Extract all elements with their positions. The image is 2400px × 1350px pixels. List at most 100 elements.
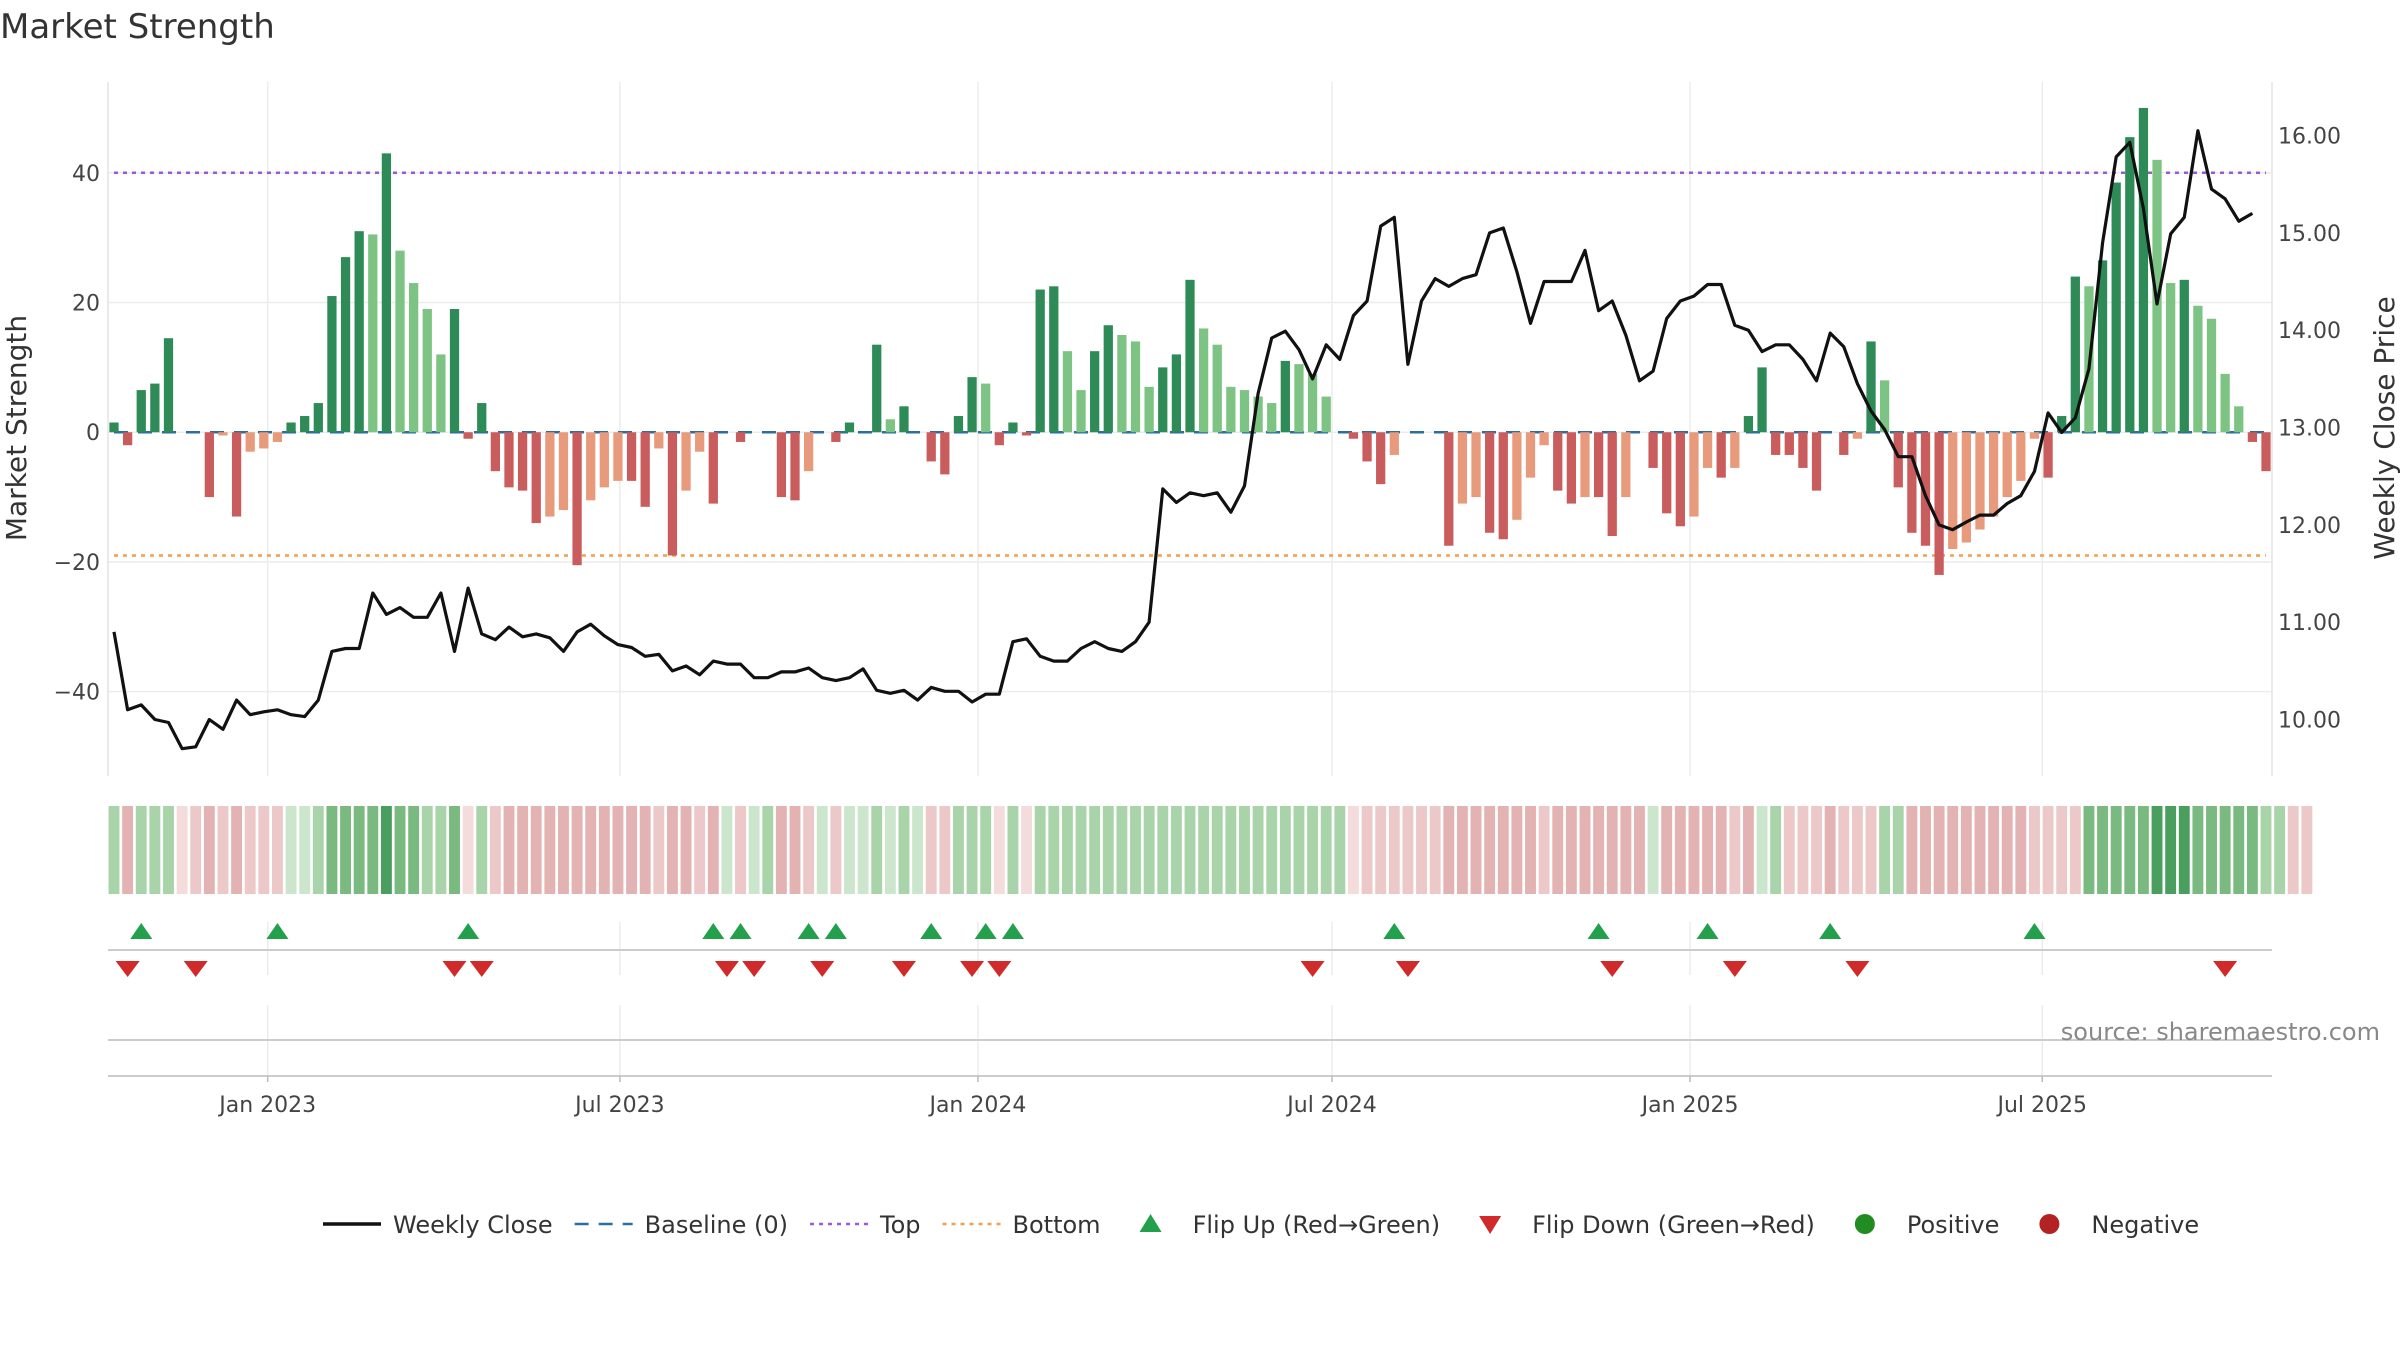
- strength-bar: [1049, 286, 1059, 433]
- heat-cell: [1388, 806, 1400, 894]
- strength-bar: [354, 231, 364, 433]
- heat-cell: [2287, 806, 2299, 894]
- heat-cell: [421, 806, 433, 894]
- strength-bar: [1280, 360, 1290, 433]
- weekly-close-line: [112, 129, 2254, 751]
- strength-bar: [1035, 289, 1045, 433]
- strength-bar: [1008, 422, 1018, 433]
- heat-cell: [1470, 806, 1482, 894]
- strength-bar: [1117, 334, 1127, 433]
- heat-cell: [1375, 806, 1387, 894]
- y-right-tick-label: 13.00: [2278, 417, 2341, 442]
- heat-cell: [2015, 806, 2027, 894]
- strength-bar: [1811, 432, 1822, 491]
- heat-cell: [1239, 806, 1250, 894]
- heat-cell: [762, 806, 774, 894]
- strength-bar: [1498, 432, 1508, 540]
- heat-cell: [1130, 806, 1141, 894]
- strength-bar: [926, 432, 936, 462]
- strength-bar: [1689, 432, 1699, 517]
- heat-cell: [1783, 806, 1795, 894]
- y-left-tick-label: 0: [86, 421, 100, 446]
- source-label: source: sharemaestro.com: [2061, 1018, 2380, 1046]
- strength-bar: [1198, 328, 1209, 433]
- flip-down-marker: [442, 961, 467, 977]
- flip-down-marker: [714, 961, 739, 977]
- strength-bar: [477, 403, 487, 433]
- legend-item: Baseline (0): [574, 1211, 788, 1239]
- legend-label: Negative: [2091, 1211, 2199, 1239]
- heat-cell: [1756, 806, 1768, 894]
- legend-label: Flip Down (Green→Red): [1532, 1211, 1815, 1239]
- strength-bar: [1975, 432, 1985, 530]
- heat-cell: [2001, 806, 2013, 894]
- heat-cell: [2069, 806, 2081, 894]
- heat-cell: [1906, 806, 1918, 894]
- flip-down-marker: [1300, 961, 1325, 977]
- heat-cell: [312, 806, 324, 894]
- strength-bar: [2247, 432, 2258, 442]
- strength-bar: [2234, 406, 2244, 433]
- strength-bar: [1866, 341, 1876, 433]
- strength-bar: [613, 432, 623, 481]
- x-tick-label: Jan 2024: [927, 1093, 1026, 1118]
- strength-bar: [1253, 396, 1263, 433]
- strength-bar: [735, 432, 746, 442]
- strength-bar: [1907, 432, 1917, 533]
- strength-bar: [136, 390, 146, 433]
- heat-cell: [1647, 806, 1659, 894]
- strength-bar: [1076, 390, 1086, 433]
- heat-cell: [653, 806, 665, 894]
- flip-down-marker: [469, 961, 494, 977]
- strength-bar: [1158, 367, 1168, 433]
- heat-cell: [1933, 806, 1945, 894]
- legend-item: Positive: [1854, 1211, 2000, 1239]
- strength-bar: [368, 234, 378, 433]
- strength-bar: [259, 432, 269, 449]
- strength-bar: [640, 432, 650, 507]
- heat-cell: [1674, 806, 1686, 894]
- strength-bar: [1130, 341, 1141, 433]
- strength-bar: [150, 383, 160, 433]
- strength-bar: [163, 338, 174, 433]
- flip-down-marker: [960, 961, 985, 977]
- strength-bar: [953, 416, 964, 433]
- y-right-tick-label: 12.00: [2278, 514, 2341, 539]
- reference-lines: [114, 171, 2266, 557]
- strength-bar: [1185, 279, 1195, 433]
- heat-cell: [1851, 806, 1863, 894]
- strength-bar: [1144, 386, 1154, 433]
- strength-bar: [1212, 344, 1222, 433]
- flip-up-marker: [1696, 923, 1719, 939]
- strength-bar: [2111, 182, 2121, 433]
- strength-bar: [681, 432, 691, 491]
- strength-bar: [2166, 283, 2176, 433]
- flip-down-marker: [183, 961, 208, 977]
- flip-up-marker: [266, 923, 289, 939]
- strength-bar: [2220, 373, 2230, 433]
- heat-cell: [925, 806, 937, 894]
- strength-bar: [1662, 432, 1672, 514]
- strength-bar: [1090, 351, 1100, 433]
- heat-cell: [1634, 806, 1645, 894]
- heat-cell: [816, 806, 828, 894]
- heat-cell: [1429, 806, 1441, 894]
- heat-cell: [2165, 806, 2177, 894]
- legend-label: Top: [879, 1211, 921, 1239]
- strength-bar: [831, 432, 841, 442]
- y-left-tick-label: 40: [72, 162, 100, 187]
- heat-cell: [1715, 806, 1727, 894]
- heat-cell: [789, 806, 801, 894]
- heat-cell: [408, 806, 420, 894]
- strength-bar: [940, 432, 950, 475]
- heat-cell: [544, 806, 556, 894]
- flip-up-marker: [824, 923, 847, 939]
- heat-cell: [503, 806, 515, 894]
- strength-bar: [1893, 432, 1903, 488]
- legend-negative-swatch: [2039, 1214, 2060, 1234]
- flip-down-marker: [891, 961, 916, 977]
- heat-cell: [1811, 806, 1822, 894]
- legend-label: Positive: [1907, 1211, 2000, 1239]
- heat-cell: [1688, 806, 1700, 894]
- heat-cell: [1824, 806, 1836, 894]
